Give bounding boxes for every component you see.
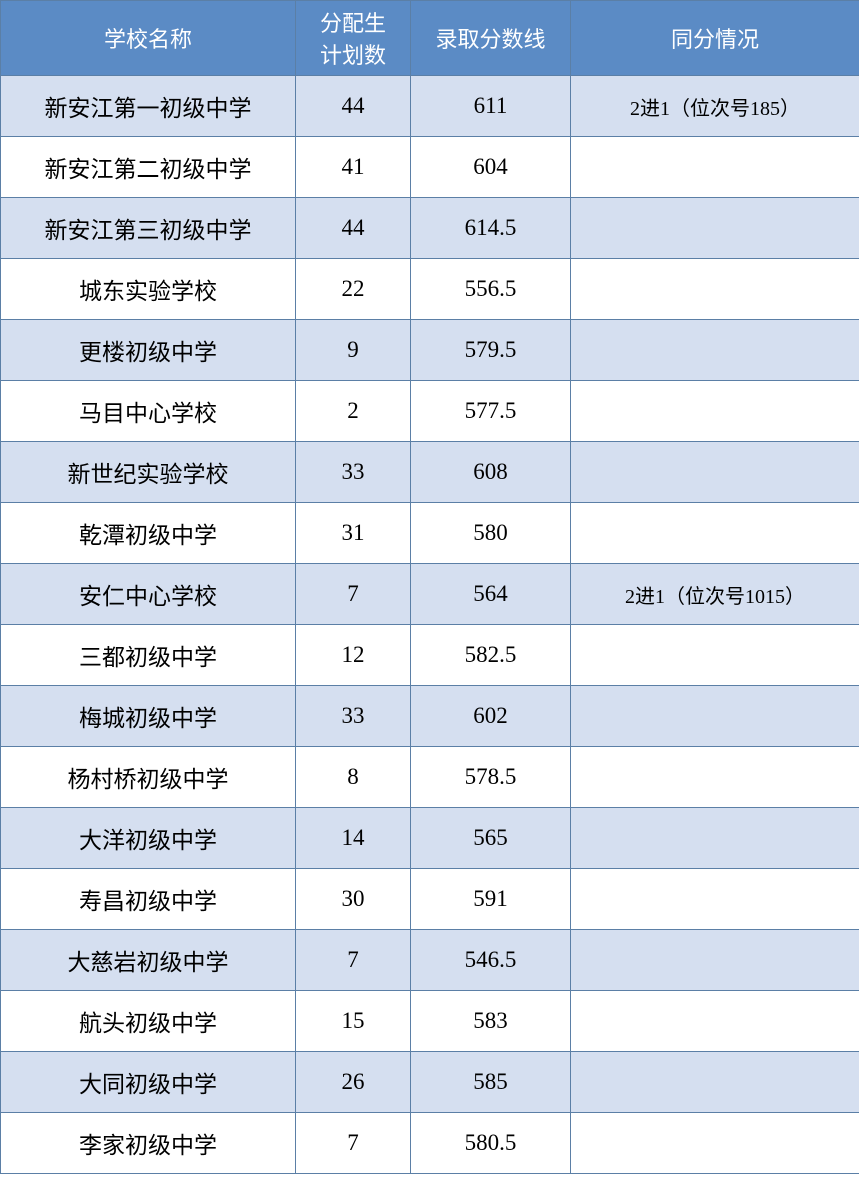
cell-plan: 7	[296, 930, 411, 991]
cell-tie	[571, 442, 859, 503]
table-row: 乾潭初级中学31580	[1, 503, 859, 564]
cell-plan: 44	[296, 198, 411, 259]
cell-school-name: 李家初级中学	[1, 1113, 296, 1174]
cell-score: 602	[411, 686, 571, 747]
cell-tie	[571, 930, 859, 991]
cell-school-name: 新世纪实验学校	[1, 442, 296, 503]
cell-tie	[571, 1113, 859, 1174]
col-header-tie: 同分情况	[571, 1, 859, 76]
table-row: 李家初级中学7580.5	[1, 1113, 859, 1174]
cell-score: 583	[411, 991, 571, 1052]
cell-tie	[571, 808, 859, 869]
table-row: 城东实验学校22556.5	[1, 259, 859, 320]
cell-score: 591	[411, 869, 571, 930]
table-row: 新安江第二初级中学41604	[1, 137, 859, 198]
table-row: 航头初级中学15583	[1, 991, 859, 1052]
cell-school-name: 大洋初级中学	[1, 808, 296, 869]
cell-plan: 33	[296, 686, 411, 747]
cell-plan: 22	[296, 259, 411, 320]
cell-plan: 41	[296, 137, 411, 198]
cell-score: 565	[411, 808, 571, 869]
cell-score: 577.5	[411, 381, 571, 442]
table-row: 大同初级中学26585	[1, 1052, 859, 1113]
cell-tie	[571, 625, 859, 686]
cell-tie	[571, 686, 859, 747]
cell-tie: 2进1（位次号185）	[571, 76, 859, 137]
cell-school-name: 更楼初级中学	[1, 320, 296, 381]
cell-school-name: 安仁中心学校	[1, 564, 296, 625]
cell-school-name: 三都初级中学	[1, 625, 296, 686]
table-header-row: 学校名称 分配生计划数 录取分数线 同分情况	[1, 1, 859, 76]
col-header-name: 学校名称	[1, 1, 296, 76]
cell-plan: 12	[296, 625, 411, 686]
cell-school-name: 城东实验学校	[1, 259, 296, 320]
table-row: 寿昌初级中学30591	[1, 869, 859, 930]
cell-tie	[571, 137, 859, 198]
cell-school-name: 新安江第二初级中学	[1, 137, 296, 198]
cell-score: 608	[411, 442, 571, 503]
cell-tie	[571, 1052, 859, 1113]
cell-school-name: 乾潭初级中学	[1, 503, 296, 564]
table-row: 更楼初级中学9579.5	[1, 320, 859, 381]
cell-tie	[571, 259, 859, 320]
cell-plan: 7	[296, 1113, 411, 1174]
table-row: 新世纪实验学校33608	[1, 442, 859, 503]
cell-tie	[571, 381, 859, 442]
cell-tie	[571, 320, 859, 381]
cell-tie	[571, 869, 859, 930]
cell-score: 556.5	[411, 259, 571, 320]
cell-school-name: 马目中心学校	[1, 381, 296, 442]
cell-plan: 33	[296, 442, 411, 503]
cell-school-name: 寿昌初级中学	[1, 869, 296, 930]
cell-plan: 15	[296, 991, 411, 1052]
cell-score: 585	[411, 1052, 571, 1113]
cell-plan: 7	[296, 564, 411, 625]
table-row: 三都初级中学12582.5	[1, 625, 859, 686]
cell-score: 580.5	[411, 1113, 571, 1174]
cell-score: 614.5	[411, 198, 571, 259]
table-row: 新安江第三初级中学44614.5	[1, 198, 859, 259]
cell-school-name: 新安江第三初级中学	[1, 198, 296, 259]
table-row: 梅城初级中学33602	[1, 686, 859, 747]
table-body: 新安江第一初级中学446112进1（位次号185）新安江第二初级中学41604新…	[1, 76, 859, 1174]
cell-tie	[571, 747, 859, 808]
cell-score: 582.5	[411, 625, 571, 686]
admissions-table: 学校名称 分配生计划数 录取分数线 同分情况 新安江第一初级中学446112进1…	[0, 0, 859, 1174]
cell-plan: 9	[296, 320, 411, 381]
cell-plan: 30	[296, 869, 411, 930]
cell-plan: 26	[296, 1052, 411, 1113]
cell-school-name: 航头初级中学	[1, 991, 296, 1052]
table-row: 杨村桥初级中学8578.5	[1, 747, 859, 808]
table-row: 大慈岩初级中学7546.5	[1, 930, 859, 991]
cell-score: 580	[411, 503, 571, 564]
table-row: 马目中心学校2577.5	[1, 381, 859, 442]
cell-plan: 44	[296, 76, 411, 137]
cell-plan: 31	[296, 503, 411, 564]
col-header-plan: 分配生计划数	[296, 1, 411, 76]
cell-tie	[571, 991, 859, 1052]
cell-score: 579.5	[411, 320, 571, 381]
cell-tie	[571, 503, 859, 564]
cell-score: 611	[411, 76, 571, 137]
cell-tie	[571, 198, 859, 259]
cell-school-name: 杨村桥初级中学	[1, 747, 296, 808]
table-row: 大洋初级中学14565	[1, 808, 859, 869]
table-row: 安仁中心学校75642进1（位次号1015）	[1, 564, 859, 625]
cell-score: 546.5	[411, 930, 571, 991]
cell-school-name: 大同初级中学	[1, 1052, 296, 1113]
table-row: 新安江第一初级中学446112进1（位次号185）	[1, 76, 859, 137]
cell-plan: 8	[296, 747, 411, 808]
cell-score: 564	[411, 564, 571, 625]
cell-plan: 2	[296, 381, 411, 442]
cell-tie: 2进1（位次号1015）	[571, 564, 859, 625]
col-header-score: 录取分数线	[411, 1, 571, 76]
cell-score: 604	[411, 137, 571, 198]
cell-school-name: 梅城初级中学	[1, 686, 296, 747]
cell-plan: 14	[296, 808, 411, 869]
cell-score: 578.5	[411, 747, 571, 808]
cell-school-name: 新安江第一初级中学	[1, 76, 296, 137]
cell-school-name: 大慈岩初级中学	[1, 930, 296, 991]
